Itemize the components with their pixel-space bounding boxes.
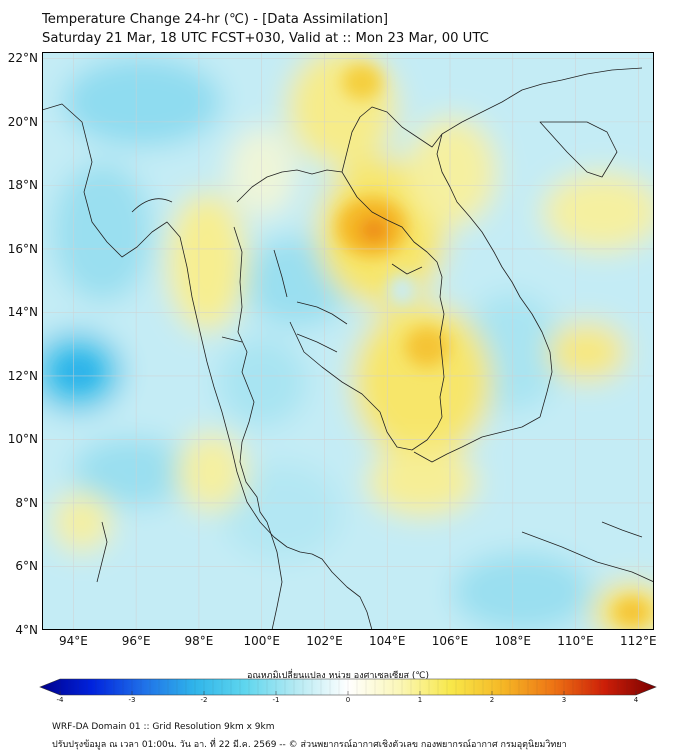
lat-label: 20°N (7, 114, 38, 129)
colorbar-tick-label: 1 (417, 696, 423, 704)
footer-domain-info: WRF-DA Domain 01 :: Grid Resolution 9km … (52, 722, 275, 732)
lon-label: 100°E (243, 634, 280, 648)
colorbar-title: อุณหภูมิเปลี่ยนแปลง หน่วย องศาเซลเซียส (… (246, 671, 430, 681)
lon-label: 94°E (58, 634, 88, 648)
lat-lon-gridlines (42, 52, 654, 630)
colorbar-tick-label: 2 (489, 696, 495, 704)
lon-label: 98°E (184, 634, 214, 648)
temperature-field (42, 52, 654, 630)
lat-label: 4°N (15, 623, 38, 637)
lat-label: 16°N (7, 241, 38, 256)
lat-label: 12°N (7, 368, 38, 383)
lon-label: 104°E (368, 634, 406, 648)
lat-label: 22°N (7, 51, 38, 66)
lon-label: 102°E (306, 634, 343, 648)
colorbar-tick-label: -1 (272, 696, 280, 704)
colorbar-tick-label: 0 (345, 696, 351, 704)
colorbar-tick-label: 4 (633, 696, 639, 704)
map-title-line1: Temperature Change 24-hr (℃) - [Data Ass… (42, 12, 389, 27)
map-title: Temperature Change 24-hr (℃) - [Data Ass… (42, 10, 489, 48)
colorbar-tick-label: -2 (200, 696, 208, 704)
map-title-line2: Saturday 21 Mar, 18 UTC FCST+030, Valid … (42, 31, 489, 46)
lat-label: 18°N (7, 178, 38, 193)
temperature-change-map[interactable] (42, 52, 654, 630)
colorbar-tick-marks (59, 679, 637, 695)
colorbar-tick-label: 3 (561, 696, 567, 704)
colorbar (39, 678, 657, 696)
colorbar-tick-label: -3 (128, 696, 136, 704)
lon-label: 96°E (121, 634, 151, 648)
map-frame (42, 52, 654, 630)
lat-label: 6°N (15, 559, 38, 574)
footer-credits: ปรับปรุงข้อมูล ณ เวลา 01:00น. วัน อา. ที… (52, 740, 567, 750)
lon-label: 112°E (620, 634, 657, 648)
lon-label: 106°E (431, 634, 469, 648)
lat-label: 14°N (7, 305, 38, 320)
lat-label: 8°N (15, 495, 38, 510)
lon-label: 108°E (494, 634, 532, 648)
colorbar-tick-label: -4 (56, 696, 64, 704)
lon-label: 110°E (557, 634, 594, 648)
temperature-hotspots (58, 64, 650, 626)
coastlines-and-borders (42, 67, 654, 630)
lat-label: 10°N (7, 432, 38, 447)
